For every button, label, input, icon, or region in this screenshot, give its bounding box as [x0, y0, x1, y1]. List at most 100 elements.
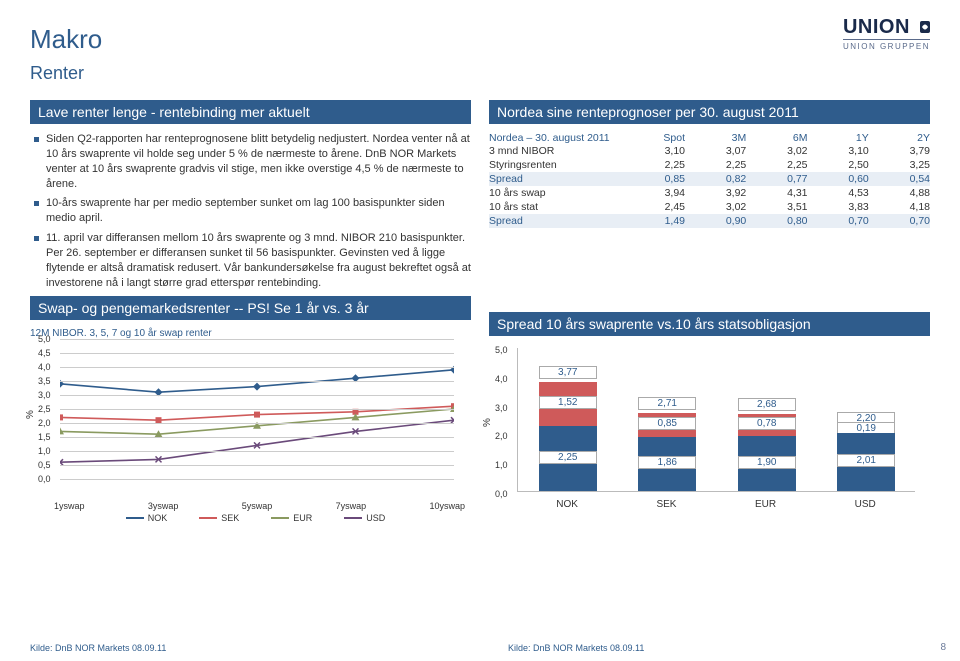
table-cell: 3,02	[746, 145, 807, 157]
table-header: Nordea – 30. august 2011Spot3M6M1Y2Y	[489, 132, 930, 144]
table-cell: 3,25	[869, 159, 930, 171]
table-cell: 0,60	[808, 173, 869, 185]
table-head-cell: 3M	[685, 132, 746, 144]
table-cell: Styringsrenten	[489, 159, 624, 171]
bar-xcat: SEK	[656, 499, 676, 510]
bar-total: 3,77	[539, 366, 597, 379]
bar-ytick: 2,0	[495, 431, 508, 441]
bar-label: 0,78	[738, 417, 796, 430]
right-column: Nordea sine renteprognoser per 30. augus…	[489, 94, 930, 523]
table-row: 10 års swap3,943,924,314,534,88	[489, 186, 930, 200]
bar-ytick: 1,0	[495, 460, 508, 470]
line-ytick: 1,5	[38, 432, 51, 442]
table-cell: 4,53	[808, 187, 869, 199]
bar-ytick: 4,0	[495, 374, 508, 384]
brand-main-text: UNION	[843, 16, 910, 38]
line-ytick: 3,0	[38, 390, 51, 400]
table-cell: 3,51	[746, 201, 807, 213]
table-cell: 2,45	[624, 201, 685, 213]
table-cell: 3,10	[624, 145, 685, 157]
line-xcat: 5yswap	[242, 501, 273, 511]
bar-label: 0,85	[638, 417, 696, 430]
table-cell: 3,94	[624, 187, 685, 199]
bar-plot-area: 3,77 1,52 2,25 2,71 0,85 1,86 2,680,781,90 2,20…	[517, 348, 915, 492]
right-heading-2: Spread 10 års swaprente vs.10 års statso…	[489, 312, 930, 336]
bar-label: 2,25	[539, 451, 597, 464]
table-cell: 0,70	[808, 215, 869, 227]
bar-seg-top: 0,78	[738, 414, 796, 436]
table-cell: 10 års swap	[489, 187, 624, 199]
bar-xcat: NOK	[556, 499, 578, 510]
brand-main: UNION	[843, 16, 930, 39]
page-subtitle: Renter	[30, 63, 930, 84]
bullet-item: 11. april var differansen mellom 10 års …	[34, 231, 471, 290]
table-cell: 2,25	[685, 159, 746, 171]
table-row: Spread1,490,900,800,700,70	[489, 214, 930, 228]
table-body: 3 mnd NIBOR3,103,073,023,103,79Styringsr…	[489, 144, 930, 228]
bar-label: 1,52	[539, 396, 597, 409]
bar-seg-bottom: 2,25	[539, 426, 597, 491]
line-ytick: 0,5	[38, 460, 51, 470]
source-left: Kilde: DnB NOR Markets 08.09.11	[30, 643, 166, 653]
table-head-cell: Spot	[624, 132, 685, 144]
bar-stack: 2,710,851,86	[638, 413, 696, 491]
line-chart: % 0,00,51,01,52,02,53,03,54,04,55,0	[36, 339, 456, 499]
table-cell: 2,50	[808, 159, 869, 171]
table-cell: 0,77	[746, 173, 807, 185]
line-ytick: 2,0	[38, 418, 51, 428]
line-xcat: 1yswap	[54, 501, 85, 511]
line-ytick: 0,0	[38, 474, 51, 484]
bar-ytick: 0,0	[495, 489, 508, 499]
line-ytick: 3,5	[38, 376, 51, 386]
table-row: Spread0,850,820,770,600,54	[489, 172, 930, 186]
line-xcat: 10yswap	[429, 501, 465, 511]
brand-logo: UNION UNION GRUPPEN	[843, 16, 930, 51]
line-xcat: 7yswap	[336, 501, 367, 511]
bar-stack: 2,680,781,90	[738, 414, 796, 491]
table-cell: 0,85	[624, 173, 685, 185]
legend-item: SEK	[189, 513, 239, 523]
bar-label: 1,86	[638, 456, 696, 469]
table-head-cell: 1Y	[808, 132, 869, 144]
left-heading-1: Lave renter lenge - rentebinding mer akt…	[30, 100, 471, 124]
columns: Lave renter lenge - rentebinding mer akt…	[30, 94, 930, 523]
table-cell: 0,90	[685, 215, 746, 227]
table-cell: Spread	[489, 173, 624, 185]
table-cell: 0,82	[685, 173, 746, 185]
left-column: Lave renter lenge - rentebinding mer akt…	[30, 94, 471, 523]
page-title: Makro	[30, 24, 930, 55]
legend-item: EUR	[261, 513, 312, 523]
bar-x-axis: NOKSEKEURUSD	[517, 499, 915, 510]
right-heading-1: Nordea sine renteprognoser per 30. augus…	[489, 100, 930, 124]
line-xcat: 3yswap	[148, 501, 179, 511]
table-cell: 0,80	[746, 215, 807, 227]
page-number: 8	[940, 642, 946, 653]
bar-total: 2,68	[738, 398, 796, 411]
bar-ytick: 5,0	[495, 345, 508, 355]
line-ytick: 4,5	[38, 348, 51, 358]
bar-total: 2,71	[638, 397, 696, 410]
bar-stack: 2,200,192,01	[837, 428, 895, 491]
table-cell: 0,70	[869, 215, 930, 227]
line-ytick: 4,0	[38, 362, 51, 372]
table-head-cell: 2Y	[869, 132, 930, 144]
line-chart-label: 12M NIBOR. 3, 5, 7 og 10 år swap renter	[30, 328, 471, 339]
table-cell: 0,54	[869, 173, 930, 185]
left-heading-2: Swap- og pengemarkedsrenter -- PS! Se 1 …	[30, 296, 471, 320]
table-cell: 3,02	[685, 201, 746, 213]
page: UNION UNION GRUPPEN Makro Renter Lave re…	[0, 0, 960, 661]
legend-item: USD	[334, 513, 385, 523]
table-head-cell: Nordea – 30. august 2011	[489, 132, 624, 144]
table-cell: 2,25	[624, 159, 685, 171]
source-right: Kilde: DnB NOR Markets 08.09.11	[508, 643, 644, 653]
table-row: Styringsrenten2,252,252,252,503,25	[489, 158, 930, 172]
bullet-item: 10-års swaprente har per medio september…	[34, 196, 471, 226]
bar-ylabel: %	[482, 418, 493, 427]
table-cell: 4,18	[869, 201, 930, 213]
line-legend: NOKSEKEURUSD	[30, 513, 471, 523]
table-cell: 2,25	[746, 159, 807, 171]
table-cell: 3,92	[685, 187, 746, 199]
table-cell: 4,31	[746, 187, 807, 199]
table-cell: 3,07	[685, 145, 746, 157]
table-row: 10 års stat2,453,023,513,834,18	[489, 200, 930, 214]
